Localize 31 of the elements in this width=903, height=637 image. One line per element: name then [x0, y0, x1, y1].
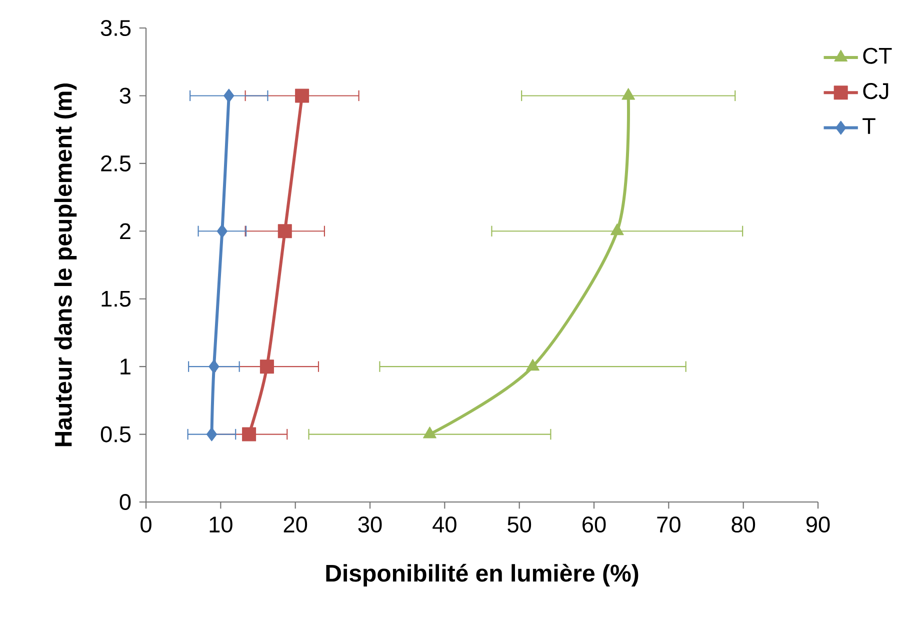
x-tick-label: 50 — [508, 516, 532, 533]
point — [278, 224, 292, 238]
x-tick-label: 80 — [732, 516, 756, 533]
x-tick-label: 10 — [210, 516, 232, 533]
point — [206, 427, 218, 442]
y-tick-label: 2 — [120, 223, 130, 240]
point — [208, 360, 220, 374]
y-tick-label: 0.5 — [100, 426, 131, 442]
x-tick-label: 0 — [140, 516, 152, 533]
x-tick-label: 90 — [806, 516, 830, 533]
y-tick-label: 3.5 — [100, 20, 131, 36]
x-tick-label: 30 — [358, 516, 382, 533]
point — [295, 88, 310, 103]
y-tick-label: 2.5 — [101, 155, 131, 172]
x-axis-title: Disponibilité en lumière (%) — [326, 564, 638, 586]
y-tick-label: 1 — [120, 358, 130, 374]
x-tick-label: 60 — [582, 516, 606, 533]
point — [216, 224, 228, 238]
legend-label: T — [862, 118, 876, 134]
legend-label: CT — [863, 48, 892, 64]
x-tick-label: 20 — [284, 516, 308, 533]
y-tick-label: 0 — [120, 494, 131, 510]
point — [224, 88, 234, 103]
x-tick-label: 70 — [657, 516, 680, 533]
x-tick-label: 40 — [432, 516, 456, 533]
y-tick-label: 1.5 — [102, 290, 131, 307]
y-tick-label: 3 — [120, 88, 131, 104]
point — [260, 360, 274, 374]
y-axis-title: Hauteur dans le peuplement (m) — [54, 84, 77, 446]
point — [242, 427, 256, 442]
legend-label: CJ — [863, 83, 888, 100]
